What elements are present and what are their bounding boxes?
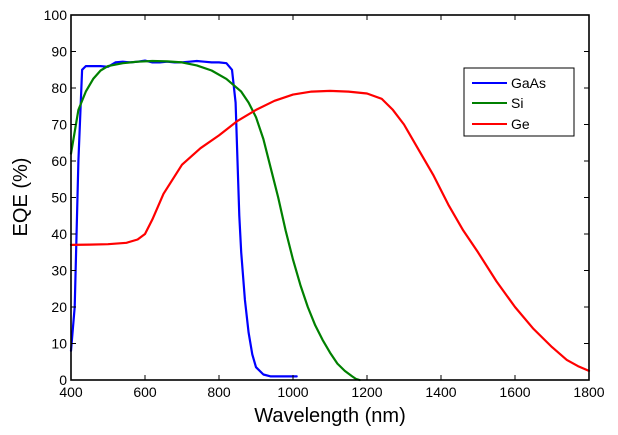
y-tick-label: 10 bbox=[51, 336, 67, 352]
x-tick-label: 1600 bbox=[499, 384, 530, 400]
legend-label-si: Si bbox=[511, 95, 523, 111]
legend: GaAs Si Ge bbox=[463, 67, 575, 137]
x-axis-title: Wavelength (nm) bbox=[254, 405, 406, 427]
series-layer bbox=[69, 59, 591, 382]
y-tick-label: 20 bbox=[51, 299, 67, 315]
y-tick-label: 70 bbox=[51, 117, 67, 133]
x-tick-label: 1800 bbox=[573, 384, 604, 400]
x-tick-label: 400 bbox=[59, 384, 83, 400]
y-tick-label: 30 bbox=[51, 263, 67, 279]
y-tick-label: 100 bbox=[44, 7, 68, 23]
series-line-ge bbox=[69, 89, 591, 372]
y-tick-label: 90 bbox=[51, 44, 67, 60]
y-tick-label: 50 bbox=[51, 190, 67, 206]
y-tick-label: 0 bbox=[59, 372, 67, 388]
y-tick-label: 40 bbox=[51, 226, 67, 242]
x-tick-label: 800 bbox=[207, 384, 231, 400]
series-line-gaas bbox=[69, 59, 298, 378]
y-axis-title: EQE (%) bbox=[10, 158, 32, 237]
legend-label-gaas: GaAs bbox=[511, 75, 546, 91]
legend-label-ge: Ge bbox=[511, 116, 530, 132]
y-tick-label: 60 bbox=[51, 153, 67, 169]
series-line-si bbox=[69, 59, 361, 382]
ticks-layer: 400 600 800 1000 1200 1400 1600 1800 0 10 20 30 40 50… bbox=[44, 7, 605, 400]
x-tick-label: 1400 bbox=[425, 384, 456, 400]
x-tick-label: 600 bbox=[133, 384, 157, 400]
y-tick-label: 80 bbox=[51, 80, 67, 96]
x-tick-label: 1000 bbox=[277, 384, 308, 400]
x-tick-label: 1200 bbox=[351, 384, 382, 400]
